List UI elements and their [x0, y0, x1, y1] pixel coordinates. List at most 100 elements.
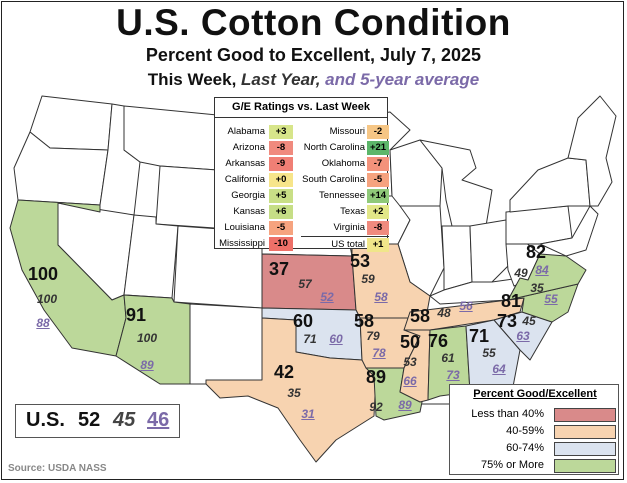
arkansas-five-year-value: 78	[372, 346, 386, 360]
legend-item: 40-59%	[456, 423, 616, 439]
louisiana-this-week-value: 89	[365, 367, 387, 387]
ge-row-mississippi: Mississippi -10	[215, 236, 299, 252]
source-note: Source: USDA NASS	[8, 463, 107, 474]
legend-swatch	[554, 459, 616, 473]
ge-row-california: California +0	[215, 172, 299, 188]
legend-swatch	[554, 425, 616, 439]
kansas-this-week-value: 37	[268, 259, 290, 279]
arkansas-last-year-value: 79	[366, 329, 380, 343]
north-carolina-five-year-value: 55	[544, 292, 558, 306]
ge-row-north-carolina: North Carolina +21	[301, 140, 389, 156]
ge-row-virginia: Virginia -8	[301, 220, 389, 236]
series-five-year-label: and 5-year average	[325, 70, 480, 89]
louisiana-last-year-value: 92	[369, 400, 383, 414]
ge-change-value: +6	[269, 205, 293, 219]
oklahoma-this-week-value: 60	[292, 311, 314, 331]
legend-item-label: Less than 40%	[471, 408, 544, 420]
california-five-year-value: 88	[36, 316, 50, 330]
ge-change-value: +5	[269, 189, 293, 203]
series-key: This Week, Last Year, and 5-year average	[0, 70, 627, 90]
missouri-last-year-value: 59	[361, 272, 375, 286]
virginia-this-week-value: 82	[525, 242, 547, 262]
legend-item: 75% or More	[456, 457, 616, 473]
ge-state-name: Arkansas	[225, 158, 265, 169]
kentucky-state-shape	[429, 277, 521, 305]
mississippi-last-year-value: 53	[403, 355, 417, 369]
legend-title: Percent Good/Excellent	[473, 388, 597, 400]
us-this-week-value: 52	[78, 409, 101, 431]
virginia-five-year-value: 84	[535, 263, 549, 277]
arizona-this-week-value: 91	[125, 305, 147, 325]
georgia-this-week-value: 71	[468, 326, 490, 346]
ge-state-name: Oklahoma	[321, 158, 365, 169]
ge-row-us-total: US total +1	[301, 236, 389, 253]
north-carolina-last-year-value: 35	[530, 281, 544, 295]
tennessee-this-week-value: 58	[409, 306, 431, 326]
legend-item-label: 40-59%	[506, 425, 544, 437]
ge-change-value: +14	[367, 189, 389, 203]
ge-state-name: Alabama	[227, 126, 266, 137]
texas-five-year-value: 31	[301, 407, 315, 421]
south-carolina-last-year-value: 45	[522, 314, 536, 328]
ge-row-arizona: Arizona -8	[215, 140, 299, 156]
ge-row-missouri: Missouri -2	[301, 124, 389, 140]
utah-state-shape	[123, 214, 179, 299]
texas-this-week-value: 42	[273, 362, 295, 382]
ge-change-value: -9	[269, 157, 293, 171]
ge-row-louisiana: Louisiana -5	[215, 220, 299, 236]
ge-state-name: Missouri	[329, 126, 365, 137]
ge-state-name: US total	[331, 239, 365, 250]
ge-change-value: +1	[367, 238, 389, 252]
south-carolina-this-week-value: 73	[496, 311, 518, 331]
new-york-state-shape	[509, 157, 591, 213]
ohio-state-shape	[469, 219, 515, 283]
legend-item: 60-74%	[456, 440, 616, 456]
california-last-year-value: 100	[36, 292, 58, 306]
arkansas-this-week-value: 58	[353, 311, 375, 331]
legend-swatch	[554, 442, 616, 456]
virginia-state-shape	[507, 253, 587, 301]
south-carolina-state-shape	[493, 311, 553, 361]
missouri-this-week-value: 53	[349, 251, 371, 271]
new-england-states-shape	[567, 95, 617, 207]
legend-swatch	[554, 408, 616, 422]
new-mexico-state-shape	[189, 303, 263, 385]
georgia-five-year-value: 64	[492, 362, 506, 376]
oklahoma-five-year-value: 60	[329, 332, 343, 346]
ge-state-name: Georgia	[231, 190, 265, 201]
ge-state-name: Virginia	[333, 222, 365, 233]
alabama-this-week-value: 76	[427, 331, 449, 351]
us-summary-label: U.S.	[26, 409, 65, 431]
mississippi-five-year-value: 66	[403, 374, 417, 388]
tennessee-last-year-value: 48	[437, 306, 451, 320]
ge-row-arkansas: Arkansas -9	[215, 156, 299, 172]
virginia-last-year-value: 49	[514, 266, 528, 280]
ge-state-name: South Carolina	[302, 174, 365, 185]
ge-row-georgia: Georgia +5	[215, 188, 299, 204]
page-subtitle: Percent Good to Excellent, July 7, 2025	[145, 45, 482, 65]
ge-change-value: +0	[269, 173, 293, 187]
alabama-five-year-value: 73	[446, 368, 460, 382]
legend-item: Less than 40%	[456, 406, 616, 422]
ge-state-name: Mississippi	[219, 238, 265, 249]
ge-state-name: North Carolina	[303, 142, 365, 153]
ge-change-value: +2	[367, 205, 389, 219]
legend-item-label: 60-74%	[506, 442, 544, 454]
condition-legend: Percent Good/Excellent Less than 40% 40-5…	[449, 384, 619, 475]
kansas-five-year-value: 52	[320, 290, 334, 304]
ge-change-value: +21	[367, 141, 389, 155]
page-title: U.S. Cotton Condition	[116, 2, 511, 43]
ge-table-right-column: Missouri -2 North Carolina +21 Oklahoma -7 Sou…	[301, 124, 389, 253]
arizona-last-year-value: 100	[136, 331, 158, 345]
oklahoma-last-year-value: 71	[303, 332, 317, 346]
ge-row-alabama: Alabama +3	[215, 124, 299, 140]
ge-row-south-carolina: South Carolina -5	[301, 172, 389, 188]
ge-state-name: Kansas	[233, 206, 265, 217]
kansas-last-year-value: 57	[298, 277, 312, 291]
georgia-last-year-value: 55	[482, 346, 496, 360]
north-carolina-this-week-value: 81	[500, 291, 522, 311]
ge-ratings-table: G/E Ratings vs. Last Week Alabama +3 Arizo…	[214, 97, 389, 252]
ge-change-value: -2	[367, 125, 389, 139]
ge-change-value: -8	[269, 141, 293, 155]
alabama-last-year-value: 61	[441, 351, 455, 365]
